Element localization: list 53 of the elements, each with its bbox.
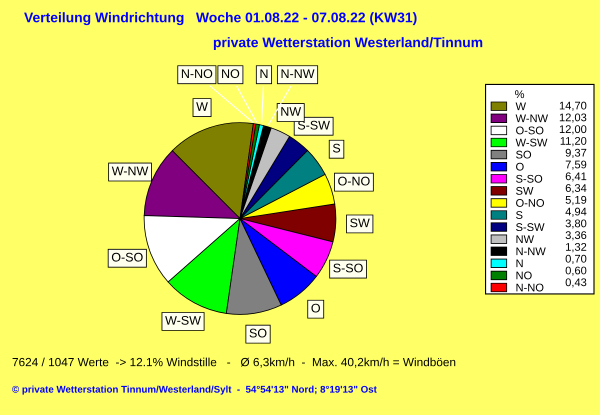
legend-title: % [515, 90, 524, 98]
legend-label: W [516, 102, 526, 110]
slice-label: S-SO [333, 264, 363, 272]
data-label: 1,32 [566, 243, 586, 252]
data-label: 0,60 [566, 266, 586, 276]
data-label: 7,59 [566, 160, 586, 170]
legend-label: S-SO [516, 174, 542, 183]
legend-label: N [516, 260, 523, 268]
slice-label: N-NO [182, 69, 212, 78]
data-label: 12,03 [560, 113, 586, 123]
slice-label: O-NO [338, 176, 370, 186]
data-label: 4,94 [565, 208, 586, 217]
data-label: 11,20 [560, 137, 586, 146]
legend-label: N-NW [516, 247, 546, 256]
slice-label: NO [222, 69, 240, 78]
chart-title: Verteilung Windrichtung Woche 01.08.22 - 07.08.22 (KW31) [24, 12, 417, 26]
data-label: 14,70 [560, 102, 586, 111]
slice-label: NW [281, 107, 302, 116]
legend-label: N-NO [516, 284, 544, 292]
slice-label: W-NW [112, 166, 148, 176]
data-label: 6,41 [566, 172, 586, 182]
legend-label: O-SO [516, 126, 544, 134]
data-label: 5,19 [566, 196, 586, 206]
data-label: 0,70 [566, 254, 586, 264]
legend-label: W-NW [516, 114, 548, 122]
slice-label: N [260, 69, 268, 78]
slice-label: W-SW [165, 316, 201, 325]
slice-label: O [311, 304, 320, 313]
legend-label: O [516, 162, 524, 171]
slice-label: N-NW [282, 69, 314, 78]
slice-label: S [332, 144, 340, 153]
legend-label: NO [516, 272, 532, 280]
text: © private Wetterstation Tinnum/Westerland/Sylt - 54°54'13" Nord; 8°19'13" Ost [12, 386, 377, 395]
data-label: 0,43 [566, 278, 586, 288]
data-label: 3,36 [566, 231, 586, 240]
data-label: 6,34 [566, 184, 586, 194]
data-label: 9,37 [566, 148, 586, 158]
legend-label: S-SW [516, 223, 545, 232]
legend-label: W-SW [516, 138, 548, 146]
data-label: 3,80 [566, 219, 586, 229]
legend-label: O-NO [516, 199, 544, 207]
legend-label: S [516, 211, 522, 219]
chart-subtitle: private Wetterstation Westerland/Tinnum [214, 37, 482, 50]
slice-label: W [196, 102, 208, 111]
text: 7624 / 1047 Werte -> 12.1% Windstille - Ø 6,3km/h - Max. 40,2km/h = Windböen [12, 358, 456, 368]
slice-label: S-SW [298, 120, 330, 130]
data-label: 12,00 [560, 125, 586, 134]
slice-label: SW [350, 218, 370, 228]
slice-label: SO [250, 328, 266, 338]
legend-label: NW [516, 235, 534, 244]
slice-label: O-SO [112, 252, 143, 262]
legend-label: SW [516, 186, 534, 195]
legend-label: SO [516, 150, 532, 159]
